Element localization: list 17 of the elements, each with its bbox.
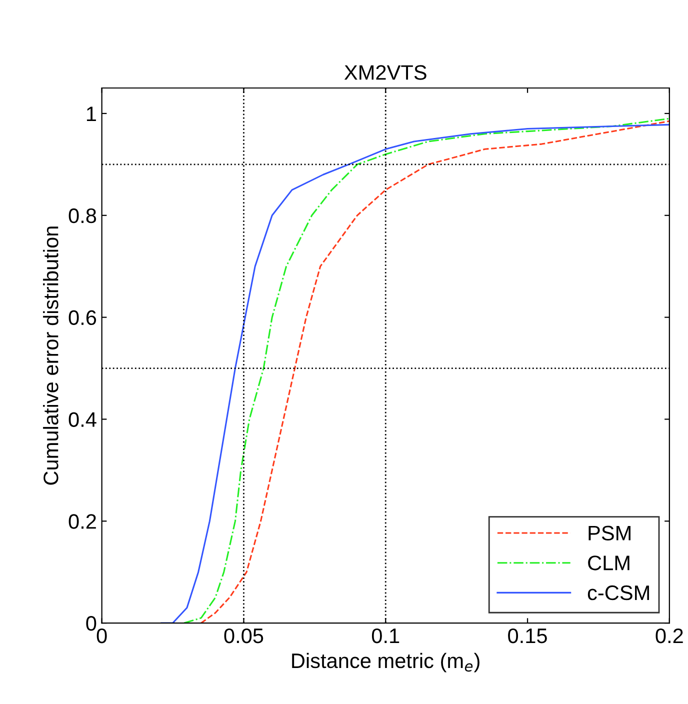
x-tick-label: 0.2: [656, 628, 683, 644]
y-tick-label: 0.4: [68, 412, 96, 427]
y-tick-label: 0.6: [68, 310, 96, 326]
y-tick-label: 0.2: [68, 514, 96, 529]
y-tick-label: 1: [86, 106, 96, 122]
legend-label: c-CSM: [588, 585, 649, 600]
x-tick-label: 0: [96, 628, 107, 644]
x-tick-label: 0.1: [372, 628, 400, 644]
chart-title: XM2VTS: [344, 65, 426, 80]
legend-label: PSM: [588, 526, 630, 540]
legend-label: CLM: [588, 556, 630, 570]
y-axis-title: Cumulative error distribution: [43, 226, 58, 485]
x-axis-title: Distance metric (m$_{e}$): [292, 652, 480, 672]
x-tick-label: 0.05: [224, 628, 264, 644]
y-tick-label: 0.8: [68, 208, 96, 224]
y-tick-label: 0: [86, 616, 96, 631]
x-tick-label: 0.15: [508, 628, 547, 644]
